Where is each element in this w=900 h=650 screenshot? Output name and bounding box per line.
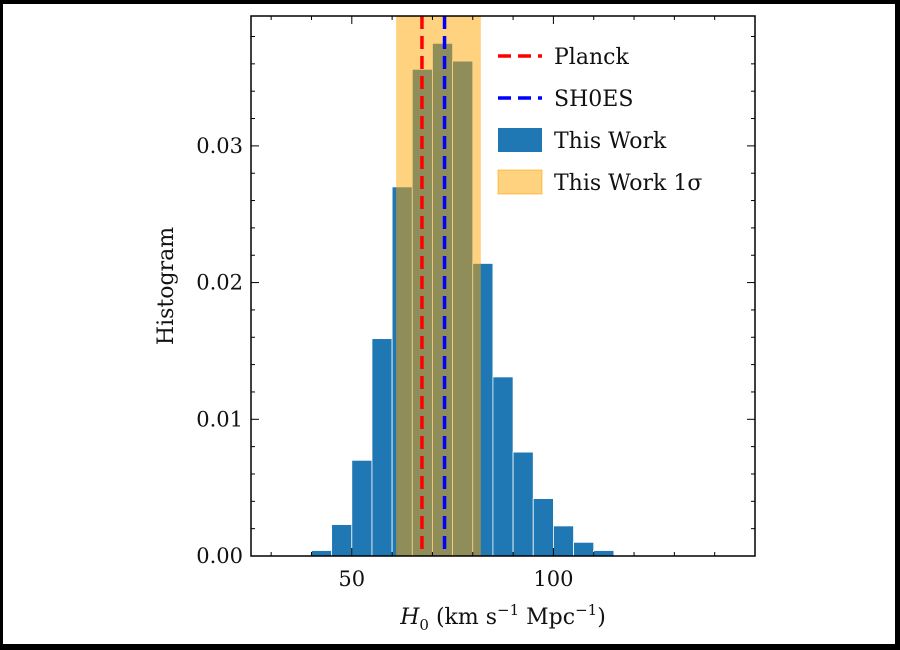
x-axis-label: H0 (km s−1 Mpc−1): [399, 601, 606, 634]
x-label-unit-mid: Mpc: [519, 605, 575, 630]
x-label-spacer: [429, 605, 436, 630]
x-label-symbol: H: [399, 605, 420, 630]
one-sigma-band: [396, 16, 481, 556]
x-label-exp2: −1: [575, 601, 597, 619]
legend-this-work-swatch: [498, 128, 542, 152]
plot-area-border: [250, 15, 756, 557]
y-axis-label: Histogram: [154, 227, 179, 345]
y-tick-label: 0.01: [196, 407, 243, 431]
histogram-bar: [593, 550, 615, 557]
histogram-bar: [573, 541, 595, 557]
legend-one-sigma-swatch: [497, 169, 543, 195]
histogram-bar: [331, 524, 353, 557]
axis-ticks: 50 100 0.00 0.01 0.02 0.03: [196, 16, 755, 591]
histogram-bar: [311, 550, 333, 557]
y-tick-label: 0.02: [196, 271, 243, 295]
legend: Planck SH0ES This Work This Work 1σ: [497, 45, 702, 196]
x-tick-label: 100: [533, 567, 573, 591]
reference-lines: [420, 16, 447, 556]
x-label-exp1: −1: [497, 601, 519, 619]
x-label-unit-open: (km s: [436, 605, 497, 630]
histogram-bar: [351, 459, 373, 557]
y-tick-label: 0.03: [196, 134, 243, 158]
x-label-unit-close: ): [597, 605, 606, 630]
x-label-subscript: 0: [419, 616, 429, 634]
x-tick-label: 50: [338, 567, 365, 591]
y-tick-label: 0.00: [196, 544, 243, 568]
legend-entry-label: This Work: [554, 129, 667, 154]
legend-entry-label: This Work 1σ: [554, 171, 702, 196]
legend-entry-label: Planck: [554, 45, 629, 70]
histogram-bar: [371, 338, 393, 557]
histogram-chart: 50 100 0.00 0.01 0.02 0.03 Planck SH0ES This Wo…: [154, 15, 756, 634]
histogram-bar: [532, 498, 554, 557]
one-sigma-band-layer: [396, 16, 481, 556]
histogram-bar: [553, 525, 574, 557]
figure-frame: 50 100 0.00 0.01 0.02 0.03 Planck SH0ES This Wo…: [3, 4, 895, 644]
histogram-bar: [512, 451, 534, 557]
legend-entry-label: SH0ES: [554, 87, 633, 112]
histogram-bar: [492, 376, 514, 557]
